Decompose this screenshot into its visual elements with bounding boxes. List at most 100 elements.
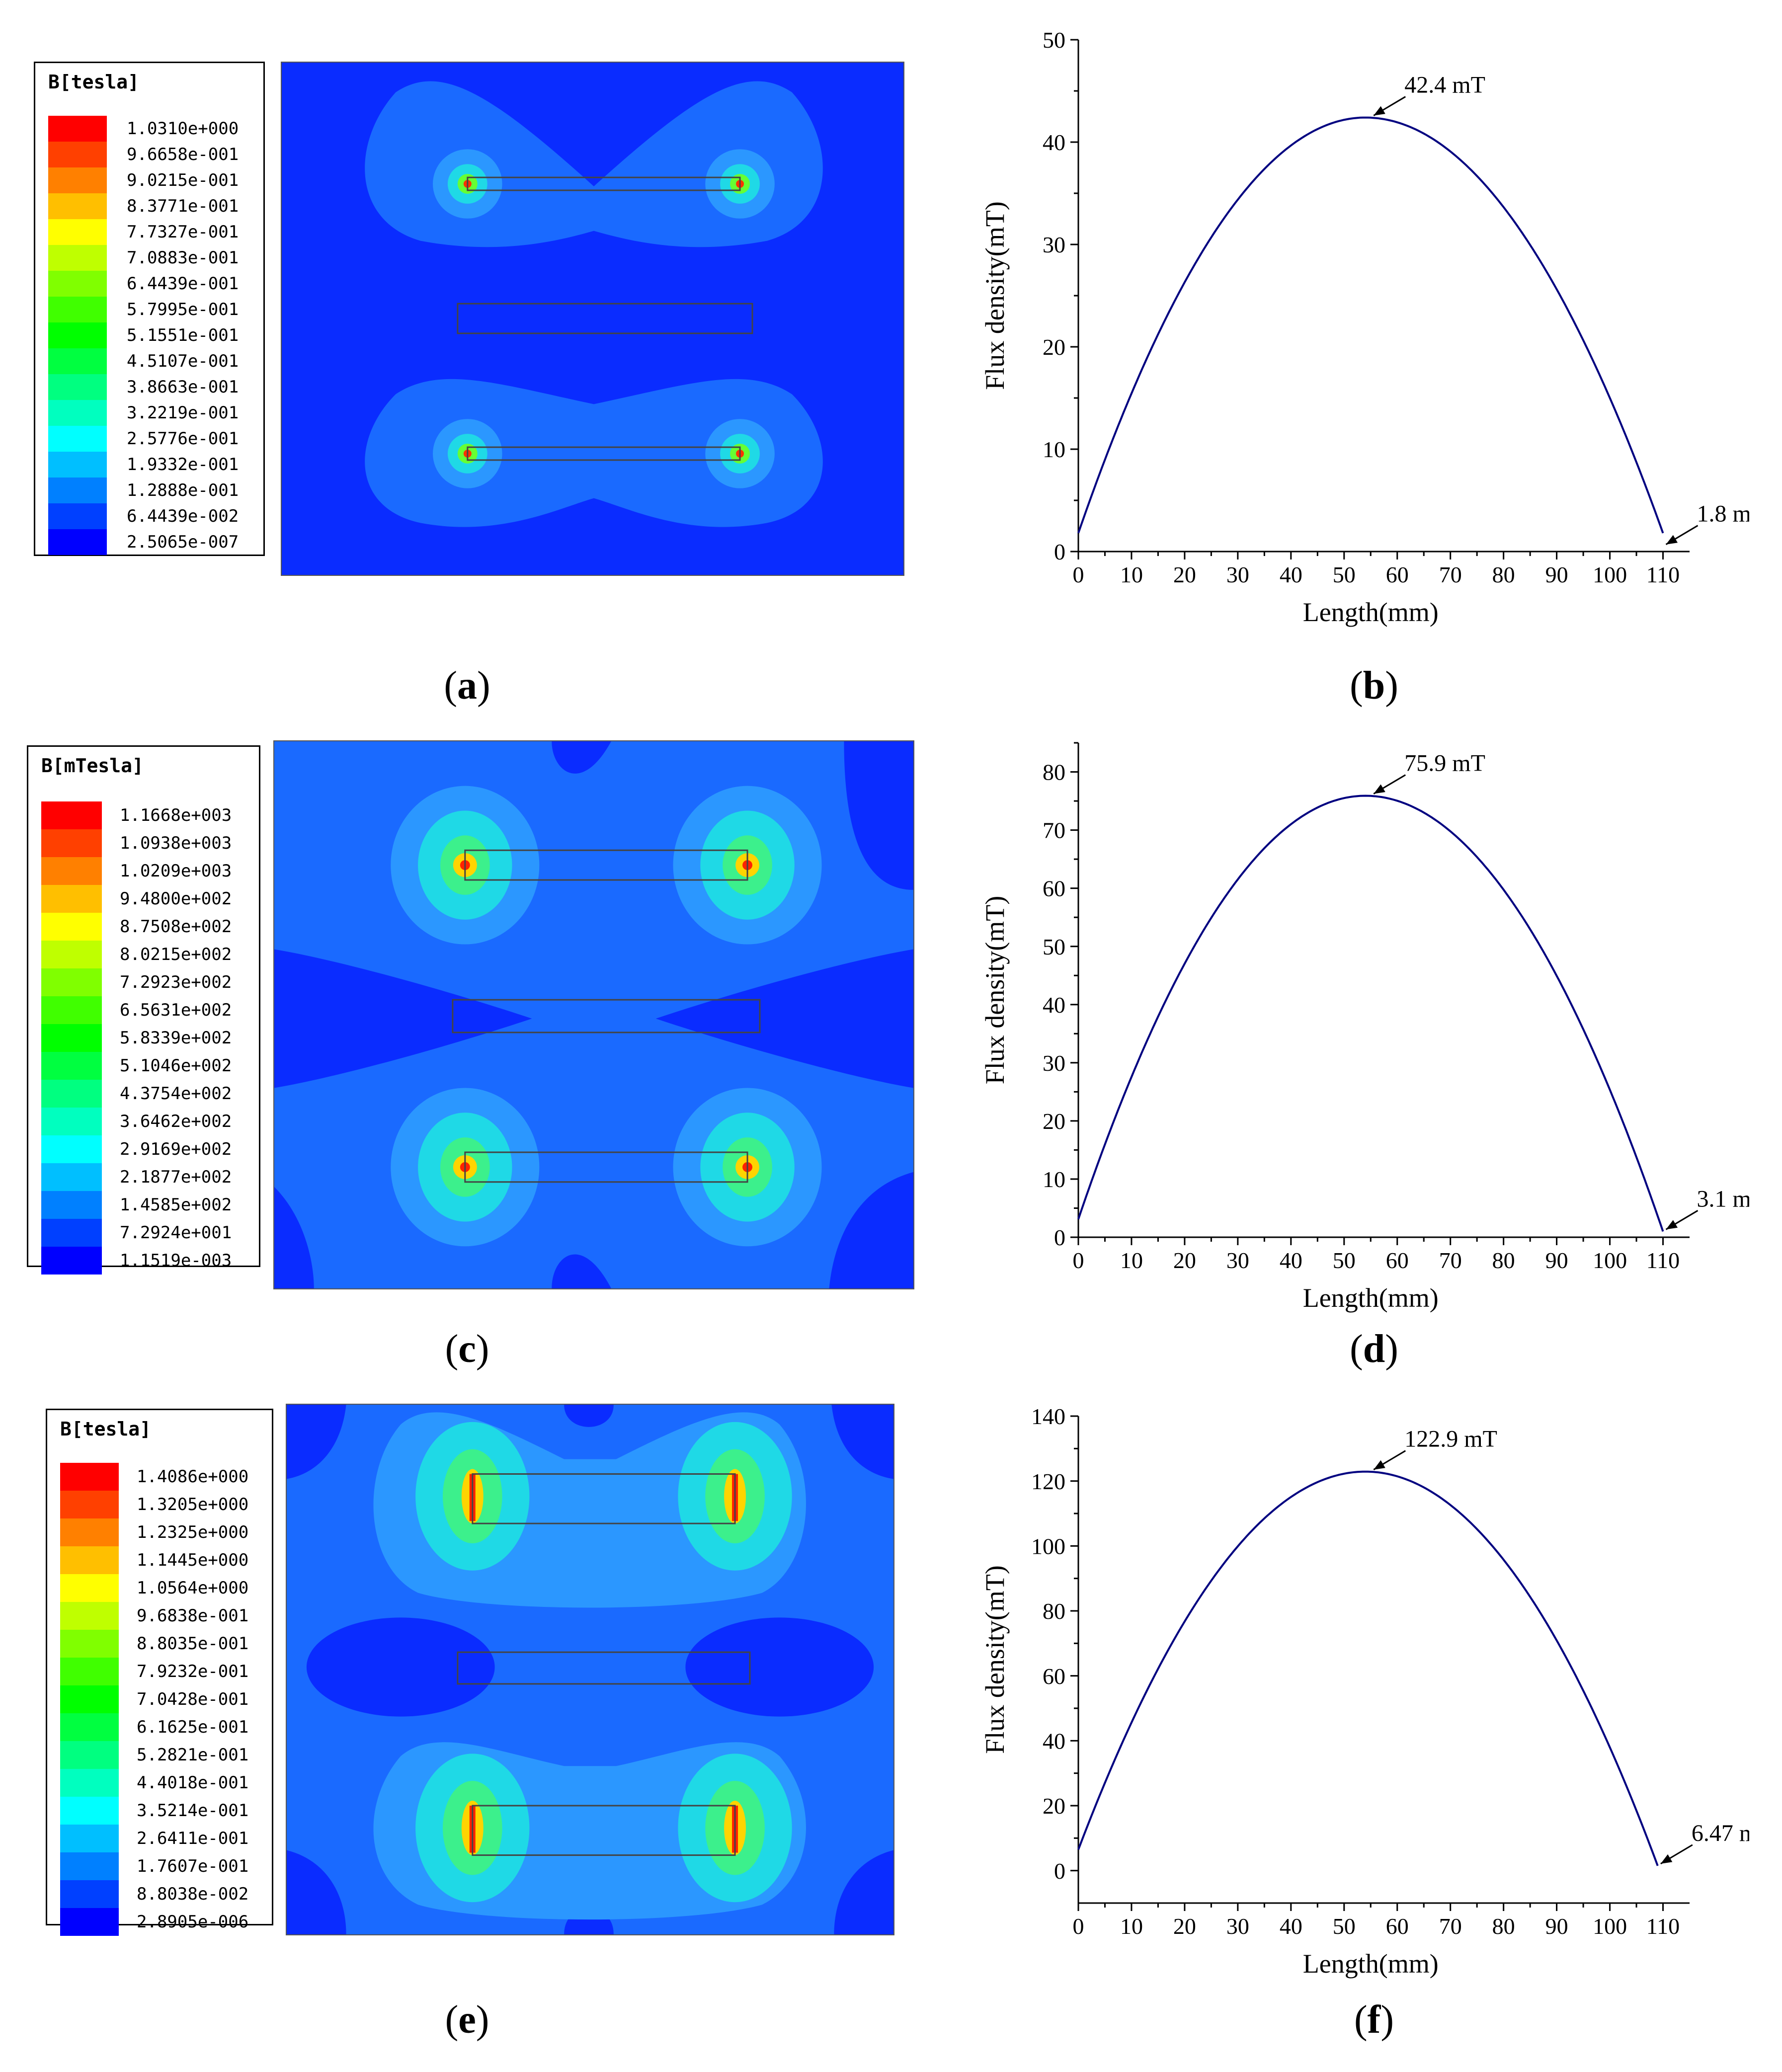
legend-swatch	[48, 167, 107, 193]
x-tick-label: 0	[1073, 1913, 1084, 1939]
y-tick-label: 20	[1043, 334, 1065, 360]
x-axis-label: Length(mm)	[1303, 597, 1439, 627]
legend-swatch	[48, 297, 107, 322]
legend-value: 7.2924e+001	[120, 1223, 232, 1243]
legend-value: 1.9332e-001	[127, 455, 239, 475]
x-tick-label: 50	[1333, 1248, 1356, 1273]
x-axis-label: Length(mm)	[1303, 1949, 1439, 1979]
legend-swatch	[41, 801, 102, 829]
y-tick-label: 40	[1043, 1728, 1065, 1753]
y-tick-label: 40	[1043, 130, 1065, 155]
legend-value: 8.8035e-001	[137, 1634, 249, 1654]
caption-e: (e)	[445, 1998, 489, 2042]
legend-swatch	[60, 1574, 119, 1602]
legend-value: 5.8339e+002	[120, 1028, 232, 1048]
legend-swatch	[48, 322, 107, 348]
legend-swatch	[41, 885, 102, 913]
legend-swatch	[41, 996, 102, 1024]
field-contours-a	[365, 81, 823, 527]
x-tick-label: 20	[1173, 562, 1196, 587]
y-tick-label: 10	[1043, 1167, 1065, 1192]
x-tick-label: 110	[1646, 1248, 1680, 1273]
legend-swatch	[41, 1191, 102, 1219]
x-tick-label: 40	[1280, 1913, 1302, 1939]
x-tick-label: 60	[1386, 1248, 1409, 1273]
legend-value: 2.1877e+002	[120, 1167, 232, 1187]
legend-value: 8.3771e-001	[127, 196, 239, 216]
legend-value: 5.1551e-001	[127, 325, 239, 345]
legend-swatch	[48, 142, 107, 167]
annotation-arrowhead	[1660, 1854, 1673, 1864]
annotation-label: 6.47 mT	[1692, 1820, 1749, 1846]
caption-b: (b)	[1350, 664, 1398, 708]
caption-f: (f)	[1354, 1998, 1394, 2042]
legend-value: 1.2325e+000	[137, 1522, 249, 1542]
legend-swatch	[60, 1685, 119, 1713]
annotation-arrowhead	[1374, 784, 1385, 794]
y-tick-label: 100	[1031, 1533, 1065, 1559]
legend-value: 8.7508e+002	[120, 917, 232, 937]
legend-swatch	[48, 452, 107, 478]
legend-swatch	[48, 478, 107, 503]
legend-swatch	[60, 1602, 119, 1630]
legend-value: 5.1046e+002	[120, 1056, 232, 1076]
legend-swatch	[41, 1108, 102, 1135]
legend-value: 9.6658e-001	[127, 145, 239, 164]
y-tick-label: 0	[1054, 1225, 1065, 1250]
y-tick-label: 80	[1043, 1598, 1065, 1624]
legend-value: 1.0310e+000	[127, 119, 239, 139]
y-tick-label: 80	[1043, 760, 1065, 785]
legend-value: 2.5776e-001	[127, 429, 239, 449]
legend-value: 6.1625e-001	[137, 1717, 249, 1737]
legend-swatch	[41, 829, 102, 857]
legend-value: 1.3205e+000	[137, 1495, 249, 1514]
x-tick-label: 100	[1593, 1248, 1627, 1273]
x-tick-label: 80	[1492, 562, 1515, 587]
x-tick-label: 110	[1646, 1913, 1680, 1939]
y-axis-label: Flux density(mT)	[980, 1565, 1010, 1753]
y-tick-label: 30	[1043, 1050, 1065, 1076]
x-tick-label: 90	[1545, 562, 1568, 587]
field-contours-e	[287, 1405, 893, 1934]
legend-value: 7.9232e-001	[137, 1662, 249, 1681]
legend-swatch	[60, 1546, 119, 1574]
x-tick-label: 70	[1439, 1913, 1462, 1939]
chart-d: 0 10 20 30 40 50 60 70 80 90 100 110 0 10 20 30 40 50 60 70…	[980, 742, 1749, 1313]
legend-value: 7.0883e-001	[127, 248, 239, 268]
y-tick-label: 0	[1054, 1858, 1065, 1884]
y-tick-label: 10	[1043, 437, 1065, 462]
legend-swatch	[60, 1852, 119, 1880]
y-tick-label: 120	[1031, 1469, 1065, 1494]
legend-swatch	[60, 1463, 119, 1491]
legend-value: 1.4585e+002	[120, 1195, 232, 1215]
y-tick-label: 70	[1043, 818, 1065, 843]
legend-value: 3.6462e+002	[120, 1112, 232, 1131]
legend-swatch	[48, 426, 107, 452]
legend-value: 3.5214e-001	[137, 1801, 249, 1821]
legend-swatch	[60, 1825, 119, 1852]
legend-value: 4.3754e+002	[120, 1084, 232, 1104]
legend-value: 2.9169e+002	[120, 1139, 232, 1159]
annotation-label: 42.4 mT	[1404, 72, 1485, 98]
y-tick-label: 60	[1043, 1664, 1065, 1689]
legend-value: 9.6838e-001	[137, 1606, 249, 1626]
legend-swatch	[41, 857, 102, 885]
x-tick-label: 70	[1439, 1248, 1462, 1273]
legend-a: B[tesla] 1.0310e+000 9.6658e-001 9.0215e-0…	[34, 62, 265, 556]
annotation-arrowhead	[1666, 1220, 1678, 1230]
x-tick-label: 30	[1226, 1913, 1249, 1939]
x-tick-label: 90	[1545, 1248, 1568, 1273]
legend-swatch	[48, 374, 107, 400]
legend-swatch	[41, 1247, 102, 1275]
legend-swatch	[48, 400, 107, 426]
legend-value: 1.0938e+003	[120, 833, 232, 853]
chart-f: 0 10 20 30 40 50 60 70 80 90 100 110 0 20 40 60 80 100 120…	[980, 1404, 1749, 1979]
legend-value: 5.7995e-001	[127, 300, 239, 319]
legend-value: 7.7327e-001	[127, 222, 239, 242]
y-tick-label: 20	[1043, 1793, 1065, 1819]
legend-swatch	[60, 1518, 119, 1546]
legend-value: 2.5065e-007	[127, 532, 239, 552]
flux-curve	[1077, 795, 1664, 1232]
legend-swatch	[60, 1741, 119, 1769]
legend-title: B[tesla]	[48, 71, 140, 93]
